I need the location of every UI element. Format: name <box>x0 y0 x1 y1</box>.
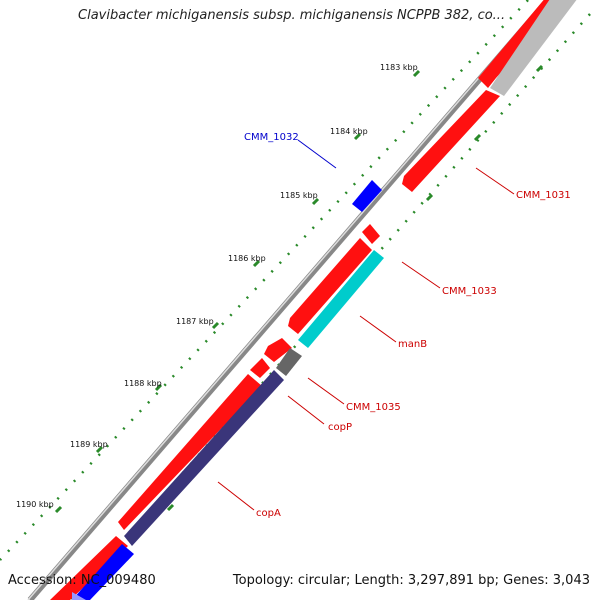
scale-label: 1186 kbp <box>228 254 266 263</box>
accession-label: Accession: NC_009480 <box>8 573 156 588</box>
gene-grey-top[interactable] <box>490 0 584 96</box>
scale-label: 1187 kbp <box>176 317 214 326</box>
scale-label: 1190 kbp <box>16 500 54 509</box>
gene-forward-3[interactable] <box>288 238 372 334</box>
scale-label: 1189 kbp <box>70 440 108 449</box>
gene-forward-4[interactable] <box>264 338 292 362</box>
gene-CMM_1033-forward[interactable] <box>362 224 380 244</box>
gene-labels: CMM_1032 CMM_1031 CMM_1033 manB CMM_1035… <box>244 132 571 519</box>
gene-manB[interactable] <box>298 250 384 348</box>
gene-label-copA[interactable]: copA <box>256 508 281 519</box>
scale-label: 1185 kbp <box>280 191 318 200</box>
scale-labels: 1183 kbp 1184 kbp 1185 kbp 1186 kbp 1187… <box>16 63 418 509</box>
gene-label-copP[interactable]: copP <box>328 422 352 433</box>
scale-label: 1184 kbp <box>330 127 368 136</box>
gene-label-CMM_1031[interactable]: CMM_1031 <box>516 190 571 201</box>
map-title: Clavibacter michiganensis subsp. michiga… <box>78 8 506 23</box>
gene-lavender-bottom <box>72 592 86 600</box>
gene-label-CMM_1033[interactable]: CMM_1033 <box>442 286 497 297</box>
gene-label-CMM_1035[interactable]: CMM_1035 <box>346 402 401 413</box>
scale-label: 1183 kbp <box>380 63 418 72</box>
callout-lines <box>217 139 515 511</box>
gene-CMM_1035[interactable] <box>276 348 302 376</box>
scale-label: 1188 kbp <box>124 379 162 388</box>
genome-summary: Topology: circular; Length: 3,297,891 bp… <box>232 573 590 588</box>
major-ticks <box>54 69 421 514</box>
gene-forward-5[interactable] <box>250 358 270 378</box>
gene-CMM_1032[interactable] <box>352 180 382 212</box>
gene-blue-bottom[interactable] <box>72 544 134 600</box>
outer-tick-ring <box>0 0 529 561</box>
backbone <box>27 0 551 600</box>
gene-label-manB[interactable]: manB <box>398 339 427 350</box>
gene-CMM_1031[interactable] <box>402 90 500 192</box>
gene-forward-6[interactable] <box>118 374 262 530</box>
gene-copA[interactable] <box>124 370 284 546</box>
gene-forward-7[interactable] <box>50 536 128 600</box>
gene-label-CMM_1032[interactable]: CMM_1032 <box>244 132 299 143</box>
